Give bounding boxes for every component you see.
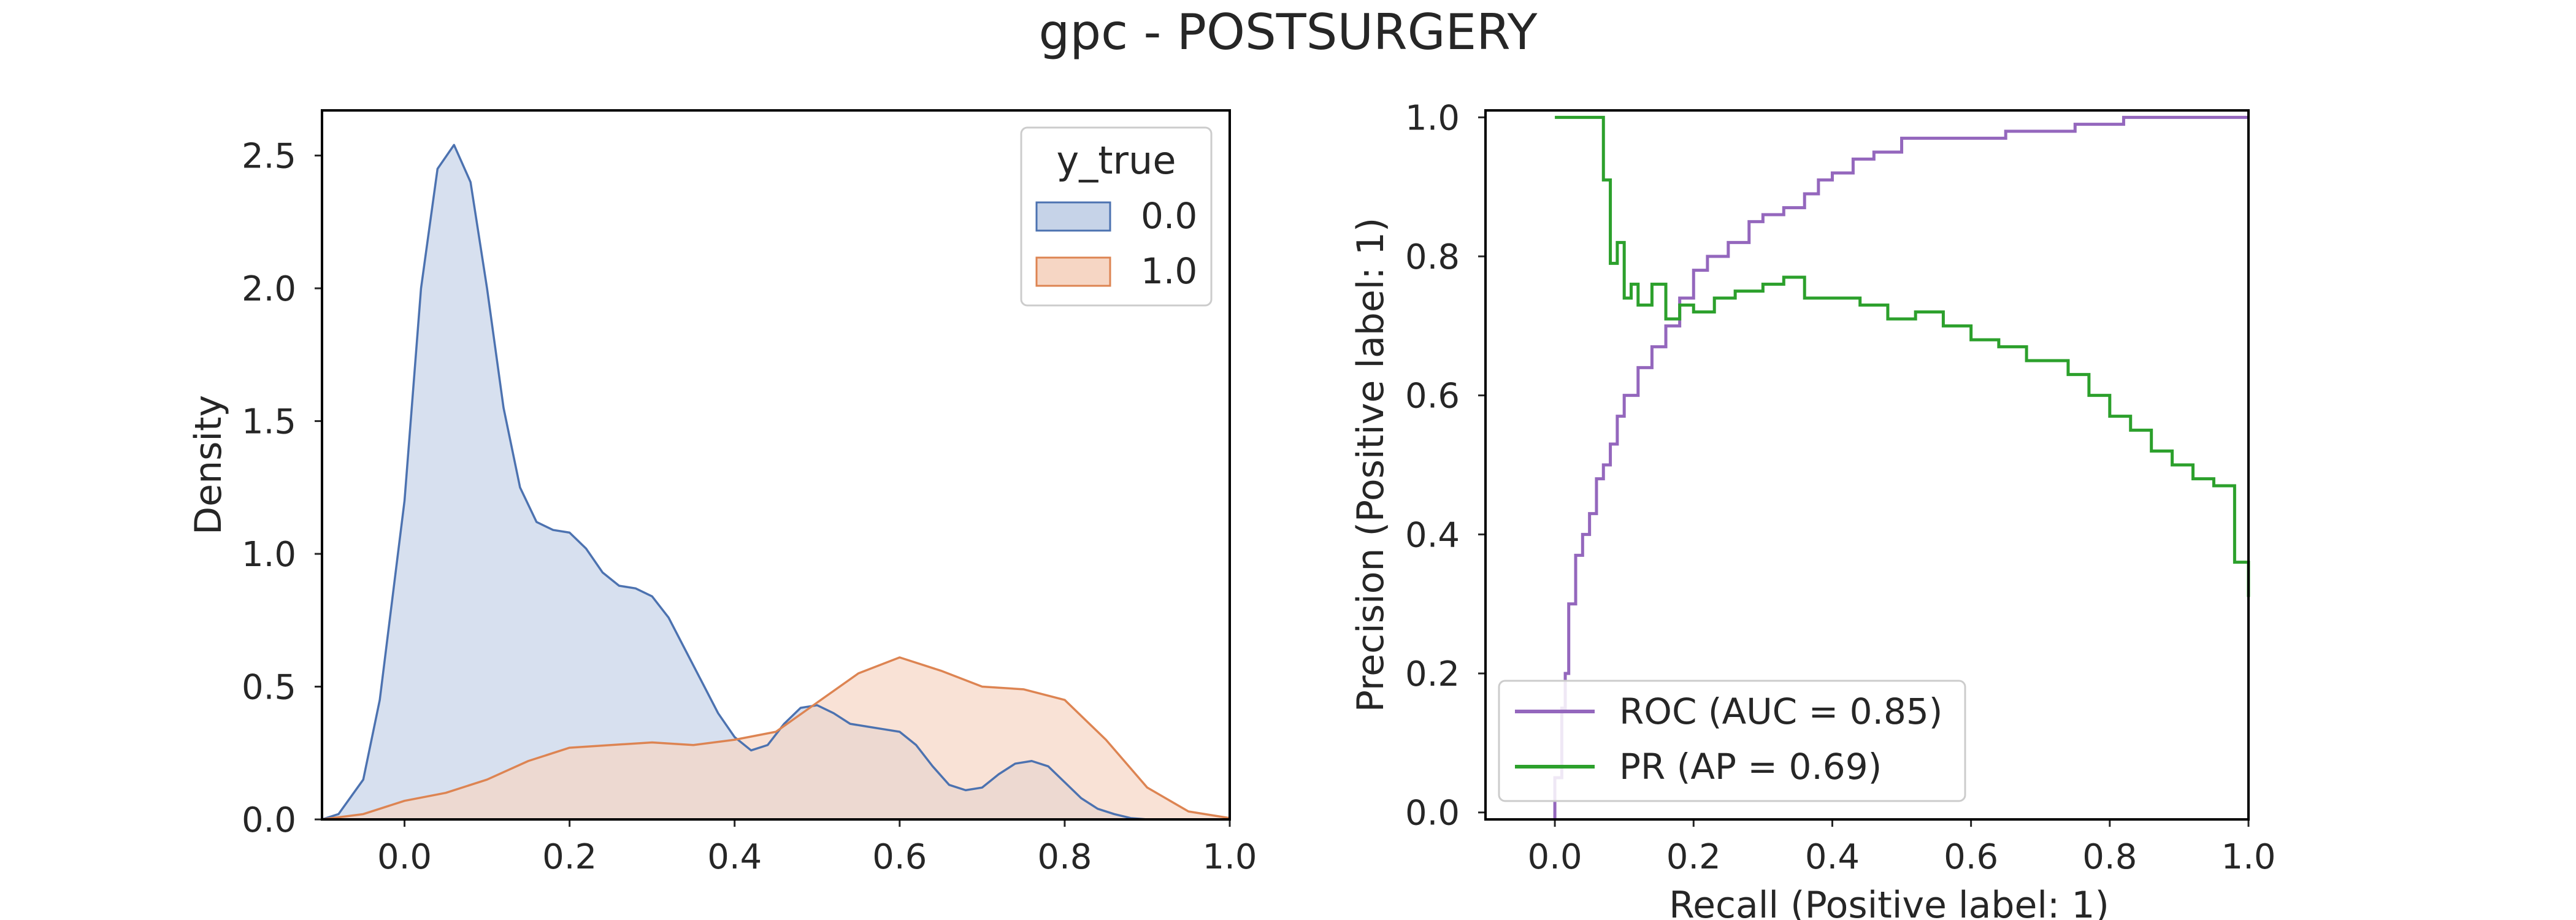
kde-density-panel: 0.0 0.2 0.4 0.6 0.8 1.0 0.0 0.5 1.0 1.5 2.0 2.5 Den… bbox=[187, 109, 1257, 877]
1-y-tick-label-1: 0.2 bbox=[1405, 654, 1460, 694]
roc-pr-ticks-layer: 0.0 0.2 0.4 0.6 0.8 1.0 0.0 0.2 0.4 0.6 0.8 1.0 bbox=[1405, 98, 2276, 877]
roc-curve bbox=[1553, 115, 2248, 819]
roc-legend-label: ROC (AUC = 0.85) bbox=[1619, 691, 1942, 732]
roc-pr-panel: 0.0 0.2 0.4 0.6 0.8 1.0 0.0 0.2 0.4 0.6 0.8 1.0 Rec… bbox=[1349, 98, 2276, 920]
pr-curve bbox=[1555, 115, 2250, 597]
0-x-tick-label-5: 1.0 bbox=[1202, 837, 1257, 877]
roc-pr-legend: ROC (AUC = 0.85) PR (AP = 0.69) bbox=[1498, 680, 1966, 802]
roc-pr-legend-box bbox=[1498, 680, 1966, 802]
0-y-tick-label-3: 1.5 bbox=[242, 402, 296, 442]
1-y-tick-label-5: 1.0 bbox=[1405, 98, 1460, 138]
kde-area-0 bbox=[322, 145, 1148, 819]
0-x-tick-label-3: 0.6 bbox=[872, 837, 927, 877]
roc-pr-x-axis-label: Recall (Positive label: 1) bbox=[1669, 884, 2109, 920]
kde-axes-frame bbox=[321, 109, 1231, 821]
1-x-tick-label-1: 0.2 bbox=[1666, 837, 1721, 877]
0-x-tick-label-1: 0.2 bbox=[542, 837, 597, 877]
1-x-tick-label-4: 0.8 bbox=[2082, 837, 2137, 877]
kde-legend-title: y_true bbox=[1057, 138, 1176, 183]
kde-legend: y_true 0.0 1.0 bbox=[1020, 126, 1213, 307]
kde-line-1 bbox=[321, 656, 1230, 821]
1-x-tick-label-0: 0.0 bbox=[1528, 837, 1582, 877]
0-x-tick-label-4: 0.8 bbox=[1037, 837, 1092, 877]
figure-title: gpc - POSTSURGERY bbox=[1039, 4, 1538, 61]
1-y-tick-label-4: 0.8 bbox=[1405, 237, 1460, 277]
1-x-tick-label-2: 0.4 bbox=[1805, 837, 1860, 877]
pr-legend-label: PR (AP = 0.69) bbox=[1619, 746, 1882, 788]
1-y-tick-label-0: 0.0 bbox=[1405, 794, 1460, 834]
kde-legend-label-1: 1.0 bbox=[1141, 250, 1197, 292]
0-y-tick-label-0: 0.0 bbox=[242, 800, 296, 840]
0-y-tick-label-1: 0.5 bbox=[242, 668, 296, 708]
0-x-tick-label-0: 0.0 bbox=[377, 837, 432, 877]
0-y-tick-label-4: 2.0 bbox=[242, 269, 296, 309]
0-x-tick-label-2: 0.4 bbox=[707, 837, 762, 877]
kde-legend-swatch-0 bbox=[1035, 201, 1111, 232]
1-x-tick-label-5: 1.0 bbox=[2221, 837, 2275, 877]
1-y-tick-label-2: 0.4 bbox=[1405, 515, 1460, 555]
roc-pr-y-axis-label: Precision (Positive label: 1) bbox=[1349, 218, 1392, 713]
roc-pr-series-layer bbox=[1553, 115, 2250, 819]
kde-y-axis-label: Density bbox=[187, 395, 230, 535]
0-y-tick-label-5: 2.5 bbox=[242, 137, 296, 177]
kde-legend-label-0: 0.0 bbox=[1141, 195, 1197, 237]
1-y-tick-label-3: 0.6 bbox=[1405, 377, 1460, 416]
roc-pr-axes-frame bbox=[1484, 109, 2250, 821]
kde-line-0 bbox=[321, 144, 1148, 821]
kde-area-1 bbox=[322, 657, 1230, 819]
kde-series-layer bbox=[321, 144, 1230, 821]
kde-ticks-layer: 0.0 0.2 0.4 0.6 0.8 1.0 0.0 0.5 1.0 1.5 2.0 2.5 bbox=[242, 137, 1257, 877]
kde-legend-swatch-1 bbox=[1035, 256, 1111, 287]
1-x-tick-label-3: 0.6 bbox=[1944, 837, 1998, 877]
0-y-tick-label-2: 1.0 bbox=[242, 535, 296, 575]
